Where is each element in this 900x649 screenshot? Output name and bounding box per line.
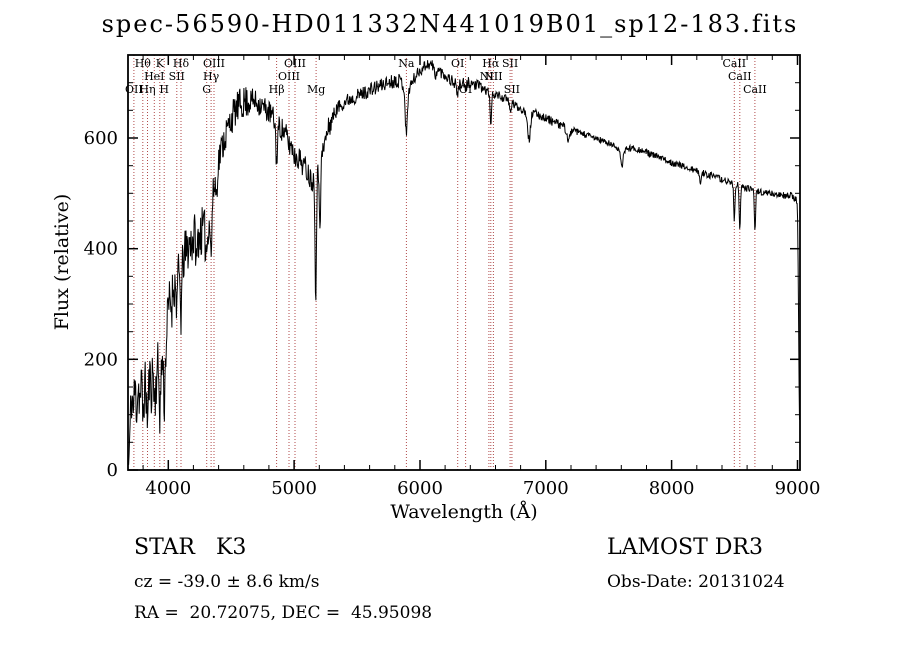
x-tick-label: 4000	[145, 478, 191, 499]
spectral-line-label: OIII	[203, 57, 225, 70]
spectral-line-label: CaII	[743, 83, 767, 96]
x-tick-label: 7000	[523, 478, 569, 499]
spectral-line-label: CaII	[722, 57, 746, 70]
spectral-line-label: NII	[484, 70, 502, 83]
spectral-line-label: Na	[398, 57, 415, 70]
page-title: spec-56590-HD011332N441019B01_sp12-183.f…	[101, 10, 799, 38]
spectral-line-label: K	[156, 57, 165, 70]
spectral-line-label: Hβ	[269, 83, 285, 96]
spectral-line-label: HeI	[144, 70, 164, 83]
y-tick-label: 0	[107, 460, 118, 481]
spectral-line-label: OI	[451, 57, 464, 70]
spectral-line-label: Hη	[139, 83, 155, 96]
survey-release-text: LAMOST DR3	[607, 535, 763, 560]
spectral-line-label: Hγ	[203, 70, 220, 83]
spectral-line-label: OIII	[284, 57, 306, 70]
x-tick-label: 5000	[271, 478, 317, 499]
spectral-line-label: G	[202, 83, 211, 96]
x-tick-label: 9000	[775, 478, 821, 499]
spectral-line-label: Mg	[307, 83, 325, 96]
y-tick-label: 400	[84, 239, 118, 260]
x-axis-label: Wavelength (Å)	[390, 501, 538, 523]
y-axis-label: Flux (relative)	[51, 193, 73, 331]
spectral-line-label: OII	[125, 83, 143, 96]
x-tick-label: 8000	[649, 478, 695, 499]
spectral-line-label: OIII	[278, 70, 300, 83]
spectral-line-label: SII	[169, 70, 185, 83]
plot-frame	[127, 54, 801, 471]
spectral-line-label: SII	[502, 57, 518, 70]
spectral-line-label: SII	[504, 83, 520, 96]
x-tick-label: 6000	[397, 478, 443, 499]
spectral-line-label: Hδ	[173, 57, 190, 70]
spectral-line-label: Hα	[482, 57, 500, 70]
radial-velocity-text: cz = -39.0 ± 8.6 km/s	[134, 572, 320, 592]
ra-dec-text: RA = 20.72075, DEC = 45.95098	[134, 603, 433, 623]
y-tick-label: 200	[84, 349, 118, 370]
spectral-line-label: Hθ	[135, 57, 152, 70]
spectrum-trace	[128, 60, 800, 465]
object-class-text: STAR K3	[134, 535, 247, 560]
spectral-line-label: NII	[480, 70, 498, 83]
obs-date-text: Obs-Date: 20131024	[607, 572, 785, 592]
y-tick-label: 600	[84, 128, 118, 149]
spectral-line-label: CaII	[728, 70, 752, 83]
spectral-line-label: H	[159, 83, 169, 96]
